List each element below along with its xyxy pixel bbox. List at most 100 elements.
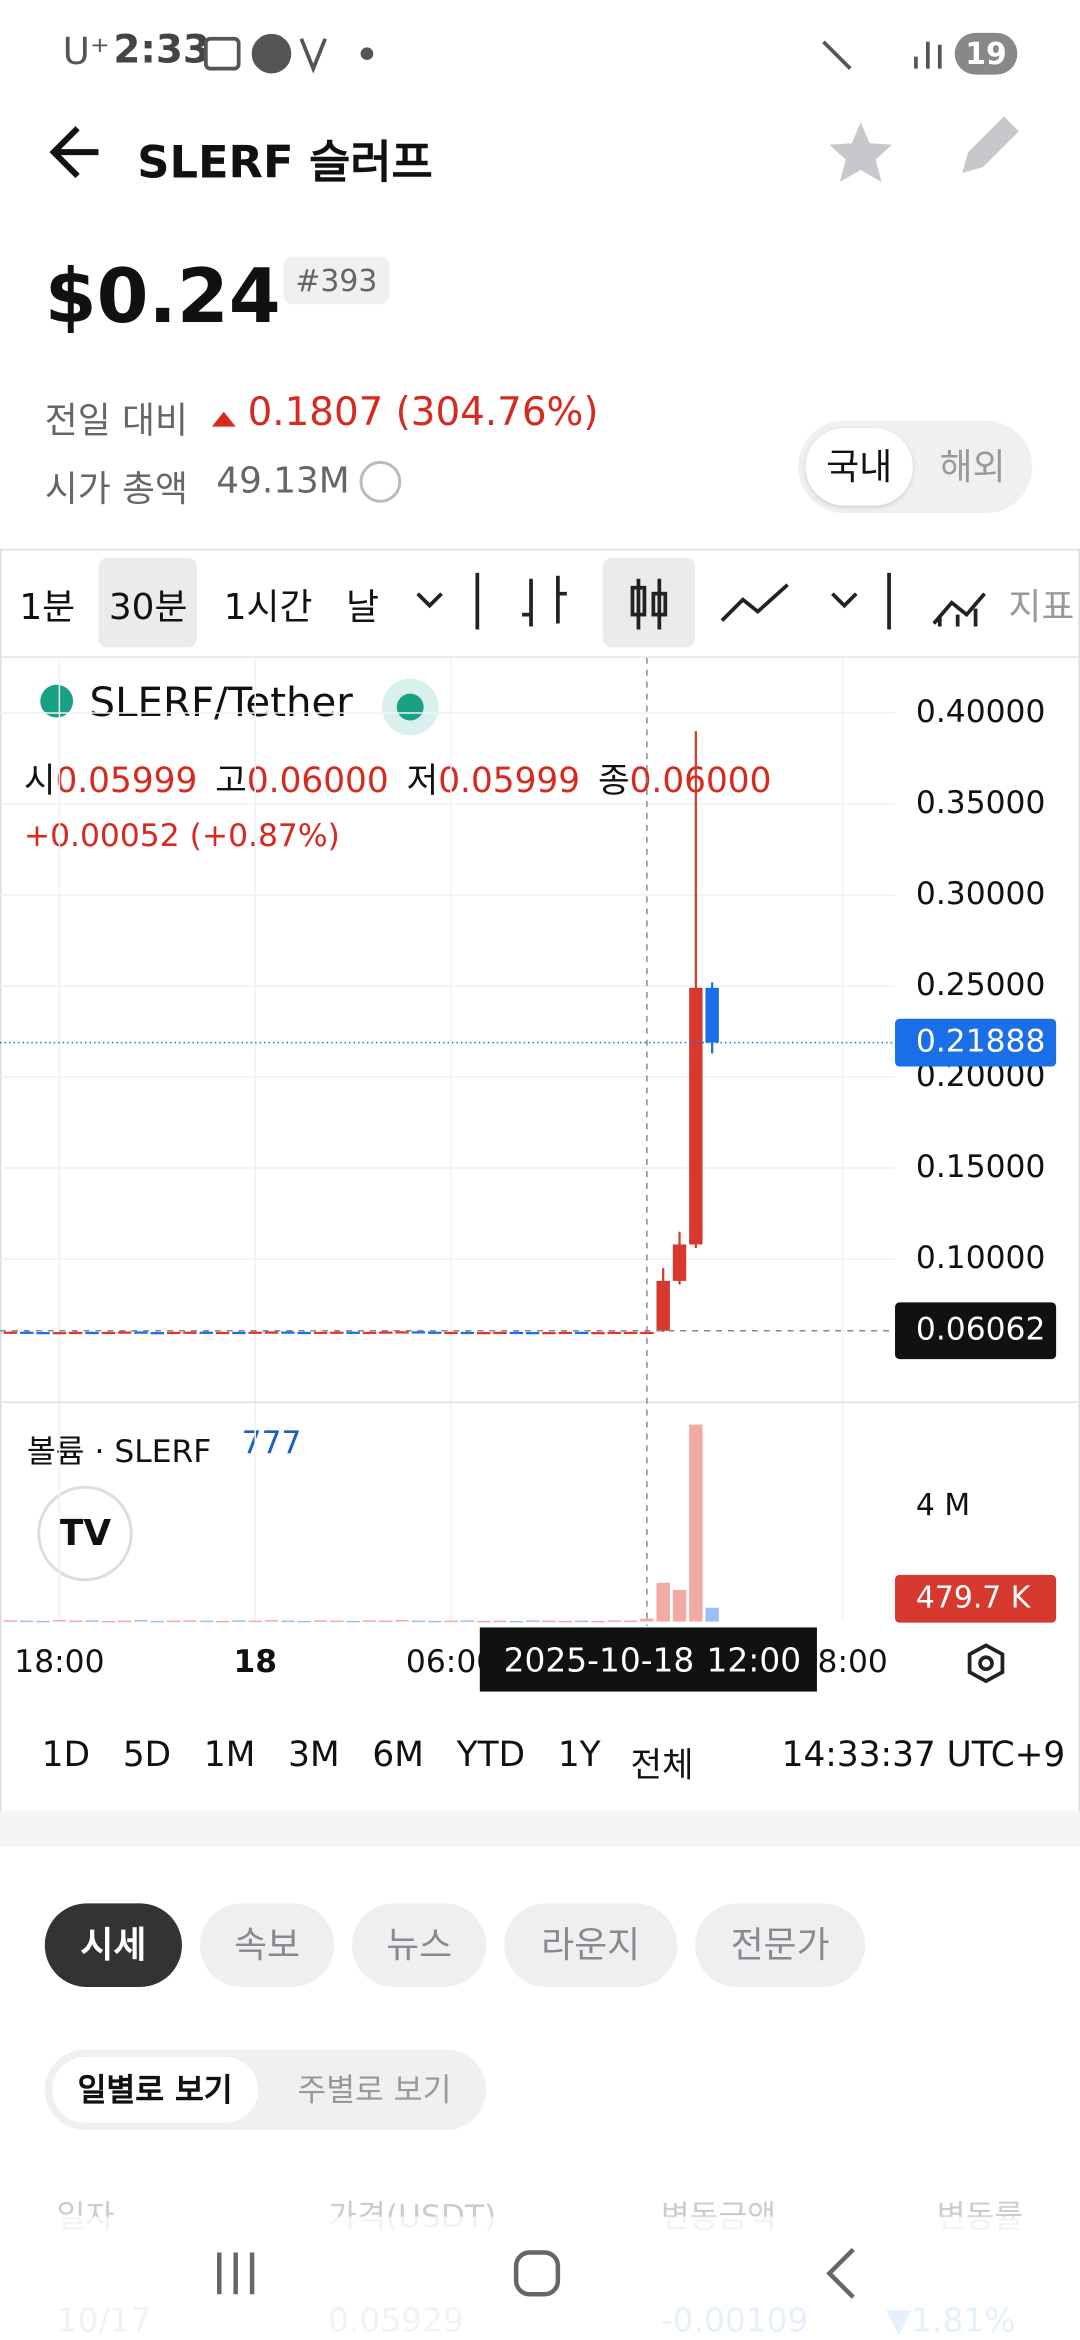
candle-body <box>640 1331 654 1335</box>
carrier: U⁺ <box>62 29 110 74</box>
interval[interactable]: 1분 <box>19 586 76 629</box>
volume-bar <box>623 1620 638 1623</box>
rank: #393 <box>283 256 390 305</box>
volume-bar <box>444 1620 458 1623</box>
symbol: SLERF/Tether <box>89 680 353 727</box>
candle-body <box>411 1331 426 1334</box>
candle-body <box>297 1331 311 1335</box>
battery: 19 <box>954 32 1018 75</box>
candle-body <box>558 1331 573 1335</box>
ohlc-label: 고 <box>215 762 247 802</box>
candle-body <box>85 1331 99 1335</box>
volume-bar <box>640 1618 654 1622</box>
separator <box>0 1810 1080 1847</box>
tab[interactable]: 전문가 <box>695 1903 866 1987</box>
candle-body <box>52 1332 67 1335</box>
candle-body <box>656 1280 670 1331</box>
candle-body <box>542 1332 556 1335</box>
title: SLERF 슬러프 <box>137 137 433 190</box>
volume-bar <box>134 1620 148 1622</box>
candle-body <box>69 1331 83 1335</box>
volume-bar <box>591 1620 605 1623</box>
volume-bar <box>215 1620 230 1623</box>
volume-tick-label: 4 M <box>916 1488 970 1523</box>
volume-bar <box>69 1620 83 1623</box>
y-tick-label: 0.40000 <box>916 694 1046 730</box>
candle-body <box>623 1331 638 1335</box>
y-tick-label: 0.25000 <box>916 967 1046 1003</box>
tooltip-date: 2025-10-18 <box>504 1641 695 1679</box>
range-button[interactable]: 1Y <box>557 1736 601 1776</box>
candle-body <box>379 1331 393 1334</box>
y-tick-label: 0.35000 <box>916 785 1046 821</box>
volume-bar <box>264 1620 279 1622</box>
range-button[interactable]: 전체 <box>630 1746 694 1786</box>
tooltip-bg <box>479 1627 817 1692</box>
interval[interactable]: 30분 <box>108 586 188 629</box>
range-bar: 1D 5D 1M 3M 6M YTD 1Y 전체 <box>42 1736 727 1787</box>
tab[interactable]: 속보 <box>199 1903 335 1987</box>
volume-bar <box>525 1620 540 1622</box>
tab[interactable]: 뉴스 <box>352 1903 487 1987</box>
change: 0.1807 (304.76%) <box>247 390 599 436</box>
x-tick-label: 18:00 <box>14 1644 104 1680</box>
view-daily[interactable]: 일별로 보기 <box>52 2057 259 2123</box>
volume-bar <box>20 1620 34 1623</box>
ohlc-label: 저 <box>406 762 439 802</box>
candle-body <box>3 1331 18 1334</box>
ohlc-label: 시 <box>23 762 56 802</box>
range-button[interactable]: 5D <box>122 1736 172 1776</box>
interval[interactable]: 날 <box>346 586 380 629</box>
view-weekly[interactable]: 주별로 보기 <box>297 2071 452 2108</box>
range-button[interactable]: 6M <box>372 1736 424 1776</box>
volume-bar <box>166 1620 181 1623</box>
volume-bar <box>101 1620 116 1623</box>
toggle-overseas[interactable]: 해외 <box>939 446 1006 488</box>
volume-bar <box>150 1620 165 1623</box>
range-button[interactable]: YTD <box>456 1736 526 1776</box>
volume-bar <box>85 1620 99 1622</box>
candle-body <box>509 1331 524 1335</box>
volume-last-label: 479.7 K <box>916 1580 1032 1615</box>
last-price-bg <box>895 1018 1057 1067</box>
candle-body <box>20 1331 34 1334</box>
candle-body <box>574 1331 589 1335</box>
volume-bar <box>330 1620 344 1623</box>
candle-body <box>183 1331 197 1334</box>
last-price-label: 0.21888 <box>916 1024 1046 1060</box>
toggle-domestic[interactable]: 국내 <box>805 428 913 506</box>
range-button[interactable]: 3M <box>288 1736 340 1776</box>
candle-body <box>264 1331 279 1334</box>
volume-bar <box>346 1620 360 1623</box>
tab[interactable]: 시세 <box>44 1903 182 1987</box>
range-button[interactable]: 1M <box>203 1736 256 1776</box>
volume-bar <box>362 1620 377 1622</box>
volume-bar <box>313 1620 328 1622</box>
volume-bar <box>183 1620 197 1622</box>
y-tick-label: 0.15000 <box>916 1149 1046 1185</box>
candle-body <box>281 1331 295 1334</box>
range-button[interactable]: 1D <box>41 1736 91 1776</box>
price: $0.24 <box>44 253 281 341</box>
volume-bar <box>411 1620 426 1623</box>
candle-body <box>591 1332 605 1335</box>
volume-label-bg <box>895 1574 1057 1623</box>
tab[interactable]: 라운지 <box>504 1903 678 1987</box>
volume-bar <box>672 1589 687 1622</box>
candle-body <box>362 1331 377 1335</box>
crosshair-label-bg <box>895 1302 1057 1360</box>
divider <box>0 656 1080 658</box>
interval-selected <box>98 557 197 648</box>
interval[interactable]: 1시간 <box>223 586 313 629</box>
candle-body <box>199 1331 213 1334</box>
volume-bar <box>493 1620 507 1623</box>
indicator[interactable]: 지표 <box>1008 586 1075 629</box>
crosshair-label: 0.06062 <box>916 1312 1046 1348</box>
candle-body <box>134 1331 148 1334</box>
volume-bar <box>281 1620 295 1623</box>
volume-bar <box>509 1620 524 1623</box>
candle-body <box>166 1331 181 1335</box>
